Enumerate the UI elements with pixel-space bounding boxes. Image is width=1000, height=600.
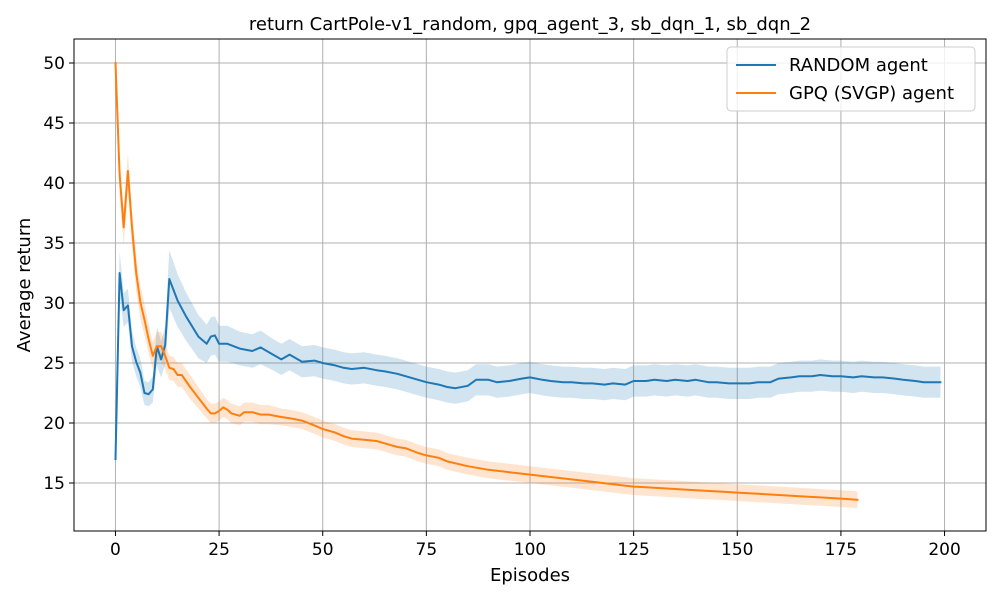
y-tick-label: 20 [43,414,65,434]
y-tick-label: 25 [43,354,65,374]
x-tick-label: 25 [208,540,230,560]
y-tick-label: 45 [43,114,65,134]
series-lines [114,61,942,501]
legend-label-gpq-agent: GPQ (SVGP) agent [789,83,954,104]
x-tick-label: 100 [514,540,546,560]
legend: RANDOM agent GPQ (SVGP) agent [726,46,976,112]
x-tick-label: 0 [110,540,121,560]
x-axis-title: Episodes [490,565,570,586]
y-axis-title: Average return [14,218,35,353]
x-tick-label: 200 [928,540,960,560]
x-tick-label: 175 [825,540,857,560]
x-tick-label: 150 [721,540,753,560]
chart-title: return CartPole-v1_random, gpq_agent_3, … [249,14,811,35]
y-tick-label: 15 [43,474,65,494]
confidence-band-random-agent [115,250,941,465]
confidence-bands [115,59,941,509]
x-tick-label: 75 [416,540,438,560]
y-tick-label: 35 [43,234,65,254]
y-tick-label: 30 [43,294,65,314]
series-line-gpq-svgp-agent [114,61,859,501]
legend-label-random-agent: RANDOM agent [789,55,928,76]
grid-lines [74,39,986,531]
y-tick-label: 40 [43,174,65,194]
x-tick-label: 125 [617,540,649,560]
legend-box [726,46,976,112]
y-tick-label: 50 [43,54,65,74]
series-line-random-agent [114,272,942,461]
x-tick-label: 50 [312,540,334,560]
x-axis-ticks: 0 25 50 75 100 125 150 175 200 [110,531,961,560]
y-axis-ticks: 15 20 25 30 35 40 45 50 [43,54,74,494]
